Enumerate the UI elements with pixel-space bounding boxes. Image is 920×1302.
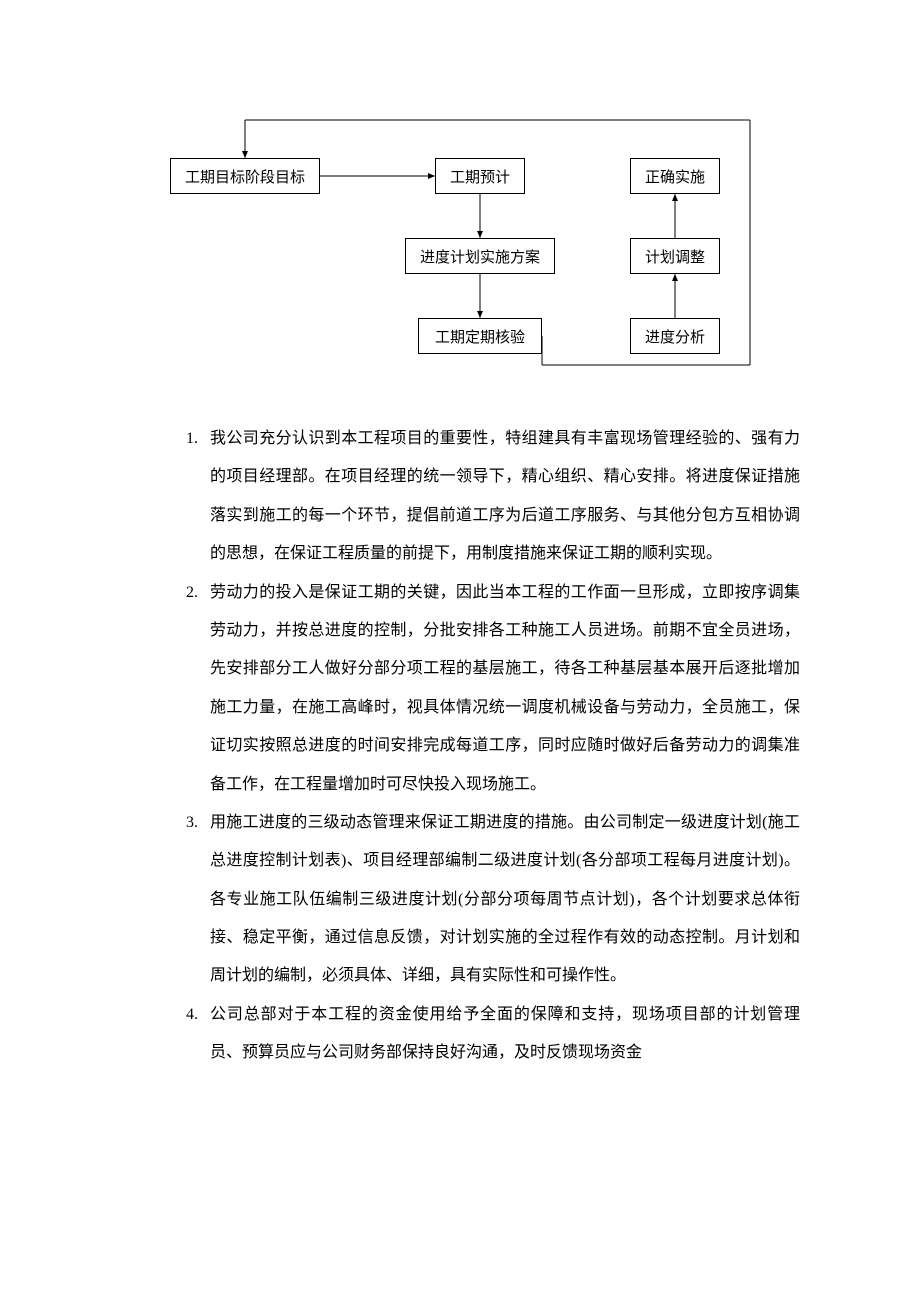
list-item: 4. 公司总部对于本工程的资金使用给予全面的保障和支持，现场项目部的计划管理员、…	[180, 996, 800, 1073]
list-text: 公司总部对于本工程的资金使用给予全面的保障和支持，现场项目部的计划管理员、预算员…	[210, 996, 800, 1073]
list-text: 劳动力的投入是保证工期的关键，因此当本工程的工作面一旦形成，立即按序调集劳动力，…	[210, 574, 800, 804]
list-number: 3.	[180, 804, 210, 996]
node-label: 进度计划实施方案	[420, 246, 540, 267]
list-item: 1. 我公司充分认识到本工程项目的重要性，特组建具有丰富现场管理经验的、强有力的…	[180, 420, 800, 574]
flow-node-analyze: 进度分析	[630, 318, 720, 354]
flow-node-goal: 工期目标阶段目标	[170, 158, 320, 194]
node-label: 进度分析	[645, 326, 705, 347]
numbered-list: 1. 我公司充分认识到本工程项目的重要性，特组建具有丰富现场管理经验的、强有力的…	[180, 420, 800, 1073]
flow-node-adjust: 计划调整	[630, 238, 720, 274]
list-text: 我公司充分认识到本工程项目的重要性，特组建具有丰富现场管理经验的、强有力的项目经…	[210, 420, 800, 574]
flow-node-plan: 进度计划实施方案	[405, 238, 555, 274]
node-label: 正确实施	[645, 166, 705, 187]
node-label: 工期定期核验	[435, 326, 525, 347]
node-label: 工期预计	[450, 166, 510, 187]
document-page: 工期目标阶段目标 工期预计 正确实施 进度计划实施方案 计划调整 工期定期核验 …	[0, 0, 920, 1133]
flow-node-execute: 正确实施	[630, 158, 720, 194]
list-item: 2. 劳动力的投入是保证工期的关键，因此当本工程的工作面一旦形成，立即按序调集劳…	[180, 574, 800, 804]
flowchart-diagram: 工期目标阶段目标 工期预计 正确实施 进度计划实施方案 计划调整 工期定期核验 …	[150, 100, 770, 380]
list-number: 4.	[180, 996, 210, 1073]
flow-node-verify: 工期定期核验	[418, 318, 542, 354]
list-text: 用施工进度的三级动态管理来保证工期进度的措施。由公司制定一级进度计划(施工总进度…	[210, 804, 800, 996]
node-label: 计划调整	[645, 246, 705, 267]
node-label: 工期目标阶段目标	[185, 166, 305, 187]
list-number: 1.	[180, 420, 210, 574]
list-number: 2.	[180, 574, 210, 804]
list-item: 3. 用施工进度的三级动态管理来保证工期进度的措施。由公司制定一级进度计划(施工…	[180, 804, 800, 996]
flow-node-estimate: 工期预计	[435, 158, 525, 194]
